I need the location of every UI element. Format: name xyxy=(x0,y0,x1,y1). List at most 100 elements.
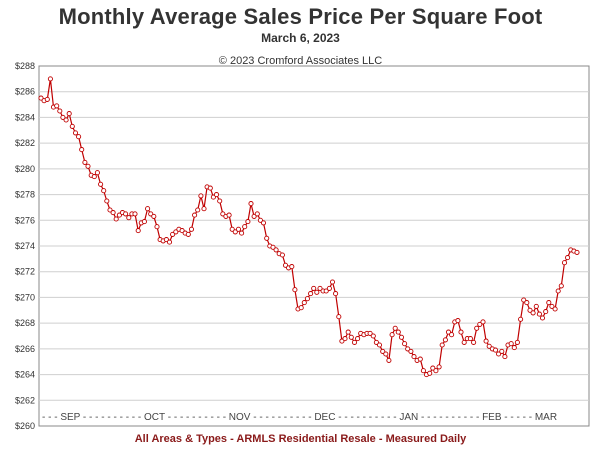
data-point xyxy=(367,330,373,336)
series-points xyxy=(38,76,580,378)
data-point xyxy=(229,226,235,232)
data-point xyxy=(63,117,69,123)
y-tick-label: $264 xyxy=(15,370,35,380)
data-point xyxy=(126,215,132,221)
data-point xyxy=(235,226,242,232)
data-point xyxy=(245,219,251,225)
data-point xyxy=(342,336,348,342)
data-point xyxy=(79,147,85,153)
data-point xyxy=(536,311,542,317)
data-point xyxy=(91,174,97,180)
data-point xyxy=(166,239,173,245)
y-axis-ticks: $260 $262 $264 $266 $268 $270 $272 $274 $276 $278… xyxy=(15,61,35,431)
data-point xyxy=(486,343,492,349)
data-point xyxy=(254,211,260,217)
data-point xyxy=(170,231,176,237)
data-point xyxy=(135,228,141,234)
data-point xyxy=(54,103,60,109)
chart-title: Monthly Average Sales Price Per Square F… xyxy=(58,4,543,29)
data-point xyxy=(445,329,452,335)
data-point xyxy=(188,226,195,232)
data-point xyxy=(304,296,310,302)
data-point xyxy=(298,305,304,311)
y-tick-label: $272 xyxy=(15,267,35,277)
data-point xyxy=(232,229,238,235)
data-point xyxy=(314,289,320,295)
data-point xyxy=(433,368,439,374)
data-point xyxy=(44,96,50,102)
data-point xyxy=(355,336,361,342)
data-point xyxy=(386,357,392,363)
data-point xyxy=(264,235,270,241)
y-tick-label: $282 xyxy=(15,138,35,148)
data-point xyxy=(442,337,448,343)
data-point xyxy=(260,220,267,226)
data-point xyxy=(154,224,160,230)
data-point xyxy=(351,339,358,345)
data-point xyxy=(94,170,100,176)
data-point xyxy=(574,249,580,255)
y-tick-label: $280 xyxy=(15,164,35,174)
data-point xyxy=(376,342,383,348)
data-point xyxy=(311,285,317,291)
data-point xyxy=(195,207,201,213)
data-point xyxy=(85,163,91,169)
data-point xyxy=(308,291,314,297)
data-point xyxy=(289,264,295,270)
y-tick-label: $284 xyxy=(15,112,35,122)
data-point xyxy=(518,316,524,322)
data-point xyxy=(207,185,213,191)
data-point xyxy=(329,279,336,285)
data-point xyxy=(395,329,401,335)
data-point xyxy=(47,76,53,82)
y-tick-label: $270 xyxy=(15,292,35,302)
chart-date: March 6, 2023 xyxy=(261,31,340,45)
copyright-notice: © 2023 Cromford Associates LLC xyxy=(218,55,383,67)
data-point xyxy=(552,306,558,312)
data-point xyxy=(323,288,329,294)
data-point xyxy=(380,348,386,354)
data-point xyxy=(539,315,546,321)
data-point xyxy=(402,341,408,347)
data-point xyxy=(348,334,354,340)
data-point xyxy=(558,283,564,289)
data-point xyxy=(57,108,63,114)
data-point xyxy=(549,303,555,309)
data-point xyxy=(336,314,342,320)
data-point xyxy=(198,193,204,199)
data-point xyxy=(38,95,44,101)
data-point xyxy=(427,370,433,376)
y-tick-label: $288 xyxy=(15,61,35,71)
data-point xyxy=(436,364,442,370)
data-point xyxy=(213,192,220,198)
data-point xyxy=(123,211,129,217)
data-point xyxy=(392,325,398,331)
data-point xyxy=(113,216,119,222)
data-point xyxy=(76,134,82,140)
data-point xyxy=(151,213,157,219)
data-point xyxy=(242,224,248,230)
data-point xyxy=(408,348,414,354)
data-point xyxy=(439,342,445,348)
data-point xyxy=(471,339,477,345)
data-point xyxy=(273,247,279,253)
data-point xyxy=(248,201,254,207)
data-point xyxy=(474,325,480,331)
data-point xyxy=(292,287,298,293)
data-point xyxy=(326,285,332,291)
data-point xyxy=(546,300,552,306)
data-point xyxy=(411,354,417,360)
data-point xyxy=(383,351,389,357)
data-point xyxy=(511,345,517,351)
y-tick-label: $260 xyxy=(15,421,35,431)
data-point xyxy=(82,159,88,165)
data-point xyxy=(217,198,223,204)
y-tick-label: $266 xyxy=(15,344,35,354)
data-point xyxy=(514,339,520,345)
data-point xyxy=(173,229,179,235)
y-tick-label: $274 xyxy=(15,241,35,251)
data-point xyxy=(282,262,289,268)
data-point xyxy=(201,206,207,212)
data-point xyxy=(333,291,339,297)
